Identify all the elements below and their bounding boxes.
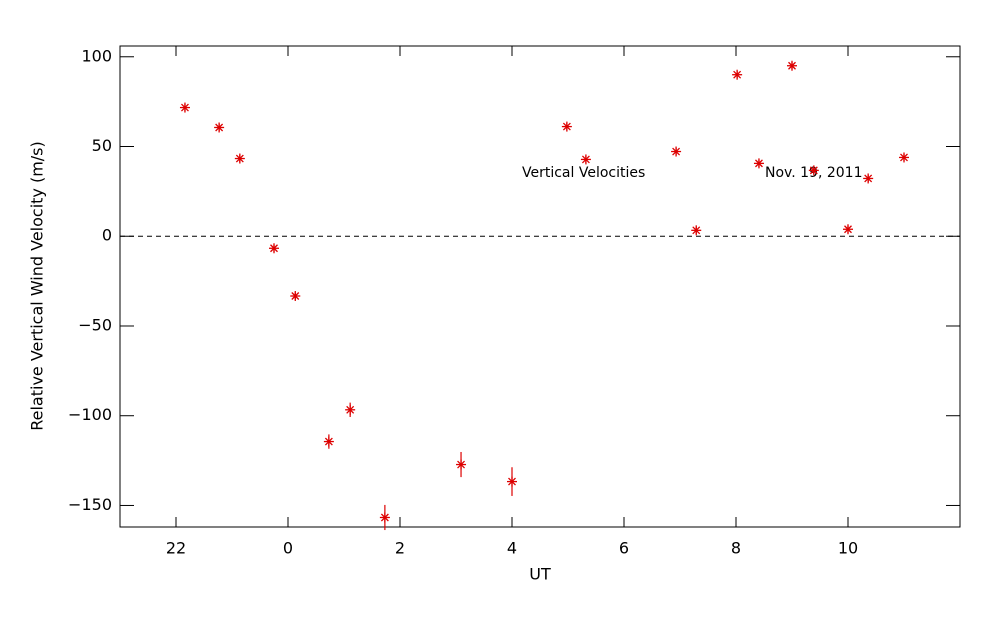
- marker: [580, 154, 591, 165]
- y-tick-label: 0: [102, 226, 112, 245]
- marker-stroke: [380, 513, 389, 522]
- marker: [345, 404, 356, 415]
- y-tick-label: 50: [92, 136, 112, 155]
- marker-stroke: [581, 155, 590, 164]
- marker-stroke: [181, 103, 189, 112]
- y-tick-label: −100: [68, 405, 112, 424]
- marker: [456, 459, 467, 470]
- marker: [787, 60, 797, 71]
- marker-stroke: [457, 460, 465, 469]
- marker: [732, 69, 743, 80]
- marker: [671, 146, 682, 157]
- marker: [269, 243, 279, 254]
- marker-stroke: [733, 70, 742, 79]
- marker-stroke: [692, 226, 701, 235]
- marker-stroke: [672, 147, 681, 156]
- x-tick-label: 0: [283, 539, 293, 558]
- marker-stroke: [864, 174, 873, 183]
- y-tick-label: −50: [78, 315, 112, 334]
- marker: [899, 152, 909, 163]
- marker-stroke: [215, 123, 224, 132]
- marker-stroke: [562, 122, 571, 131]
- marker: [808, 165, 819, 176]
- marker-stroke: [270, 244, 278, 253]
- marker-stroke: [508, 477, 516, 486]
- x-tick-label: 4: [507, 539, 517, 558]
- x-tick-label: 22: [166, 539, 186, 558]
- marker-stroke: [235, 154, 244, 163]
- x-axis-label: UT: [529, 565, 551, 584]
- marker-stroke: [900, 153, 908, 162]
- marker: [561, 121, 572, 132]
- marker: [179, 102, 190, 113]
- annotation: Vertical Velocities: [522, 165, 645, 181]
- marker: [507, 476, 517, 487]
- marker: [379, 512, 390, 523]
- marker-stroke: [755, 159, 763, 168]
- marker: [214, 122, 225, 133]
- marker: [863, 173, 874, 184]
- plot-frame: [119, 45, 961, 528]
- x-tick-label: 2: [395, 539, 405, 558]
- marker: [323, 436, 334, 447]
- marker: [753, 158, 764, 169]
- x-tick-label: 10: [838, 539, 858, 558]
- y-axis-label: Relative Vertical Wind Velocity (m/s): [28, 141, 47, 431]
- marker-stroke: [346, 405, 355, 414]
- marker: [234, 153, 245, 164]
- marker: [843, 224, 853, 235]
- x-tick-label: 6: [619, 539, 629, 558]
- y-tick-label: −150: [68, 495, 112, 514]
- x-tick-label: 8: [731, 539, 741, 558]
- marker-stroke: [809, 166, 818, 175]
- marker-stroke: [324, 437, 333, 446]
- marker: [691, 225, 702, 236]
- marker-stroke: [788, 61, 796, 70]
- marker: [290, 291, 301, 302]
- marker-stroke: [291, 292, 300, 300]
- marker-stroke: [844, 225, 852, 234]
- y-tick-label: 100: [81, 46, 112, 65]
